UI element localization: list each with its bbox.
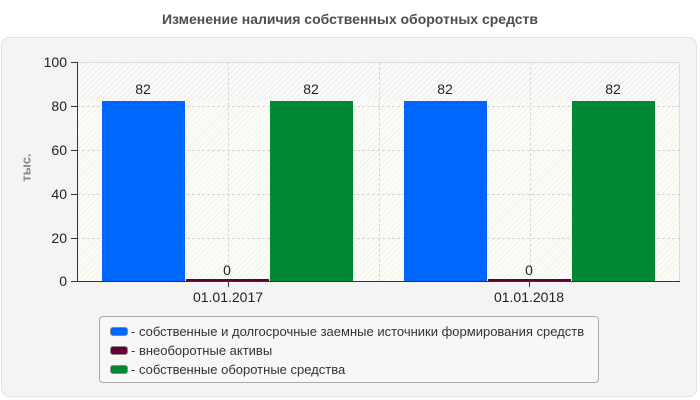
gridline-60 xyxy=(77,150,680,151)
bar-sources-2018 xyxy=(404,101,487,281)
x-axis xyxy=(77,281,680,282)
x-tick-label: 01.01.2018 xyxy=(493,289,565,305)
chart-title: Изменение наличия собственных оборотных … xyxy=(161,11,539,27)
legend-item-sources[interactable]: - собственные и долгосрочные заемные ист… xyxy=(110,322,598,341)
legend-item-working-capital[interactable]: - собственные оборотные средства xyxy=(110,360,598,379)
gridline-v3 xyxy=(530,62,531,282)
value-label: 82 xyxy=(135,81,151,97)
y-tick-label: 80 xyxy=(51,98,67,114)
legend: - собственные и долгосрочные заемные ист… xyxy=(99,316,599,383)
bar-working-capital-2018 xyxy=(572,101,655,281)
value-label: 82 xyxy=(303,81,319,97)
y-tick xyxy=(71,106,77,107)
gridline-80 xyxy=(77,106,680,107)
y-axis xyxy=(77,62,78,282)
x-tick xyxy=(228,282,229,287)
y-tick-label: 40 xyxy=(51,186,67,202)
y-tick xyxy=(71,194,77,195)
bar-noncurrent-2018 xyxy=(488,279,571,281)
y-tick xyxy=(71,62,77,63)
y-tick xyxy=(71,150,77,151)
gridline-v2 xyxy=(379,62,380,282)
value-label: 82 xyxy=(437,81,453,97)
value-label: 82 xyxy=(605,81,621,97)
value-label: 0 xyxy=(525,262,533,278)
gridline-v1 xyxy=(228,62,229,282)
legend-label: - собственные и долгосрочные заемные ист… xyxy=(131,324,585,339)
y-tick-label: 20 xyxy=(51,230,67,246)
gridline-20 xyxy=(77,238,680,239)
legend-swatch-icon xyxy=(110,365,128,374)
y-axis-title: тыс. xyxy=(18,153,34,182)
bar-working-capital-2017 xyxy=(270,101,353,281)
y-tick-label: 100 xyxy=(43,54,67,70)
x-tick-label: 01.01.2017 xyxy=(192,289,264,305)
y-tick xyxy=(71,238,77,239)
legend-label: - собственные оборотные средства xyxy=(131,362,346,377)
gridline-40 xyxy=(77,194,680,195)
legend-swatch-icon xyxy=(110,327,128,336)
y-tick-label: 60 xyxy=(51,142,67,158)
legend-swatch-icon xyxy=(110,346,128,355)
value-label: 0 xyxy=(223,262,231,278)
legend-label: - внеоборотные активы xyxy=(131,343,273,358)
bar-noncurrent-2017 xyxy=(186,279,269,281)
x-tick xyxy=(529,282,530,287)
legend-item-noncurrent-assets[interactable]: - внеоборотные активы xyxy=(110,341,598,360)
y-tick xyxy=(71,281,77,282)
y-tick-label: 0 xyxy=(59,273,67,289)
bar-sources-2017 xyxy=(102,101,185,281)
